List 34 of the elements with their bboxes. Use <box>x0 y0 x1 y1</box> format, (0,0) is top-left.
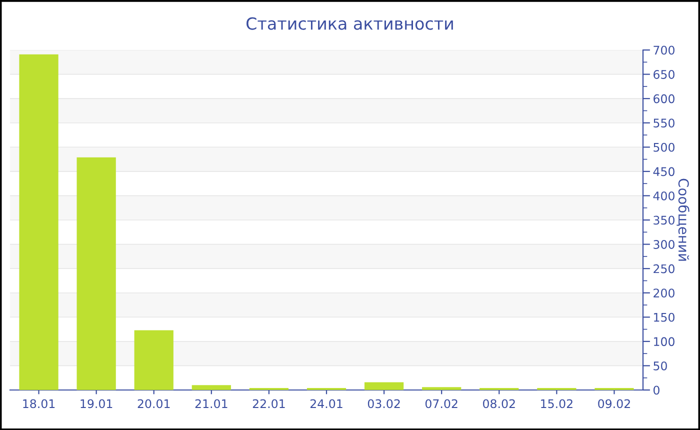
y-tick-label: 500 <box>654 142 674 152</box>
x-tick-label: 08.02 <box>483 399 515 408</box>
x-tick-label: 20.01 <box>138 399 170 408</box>
x-tick-label: 18.01 <box>23 399 55 408</box>
y-axis-title: Сообщений <box>676 178 690 261</box>
y-tick-label: 600 <box>654 94 674 104</box>
chart-title: Статистика активности <box>246 17 453 30</box>
x-tick-label: 22.01 <box>252 399 285 408</box>
x-tick-label: 07.02 <box>425 399 458 408</box>
x-tick-label: 21.01 <box>195 399 228 408</box>
x-tick-label: 15.02 <box>541 399 572 408</box>
y-tick-label: 200 <box>654 288 674 298</box>
bar <box>76 157 116 390</box>
y-tick-label: 300 <box>654 240 674 249</box>
y-tick-label: 0 <box>654 386 660 395</box>
y-tick-label: 700 <box>654 46 674 55</box>
y-tick-label: 100 <box>654 337 674 346</box>
y-tick-label: 350 <box>654 216 674 225</box>
bar <box>192 385 231 390</box>
x-tick-label: 19.01 <box>80 399 112 408</box>
bar <box>134 330 174 390</box>
bar <box>364 382 404 390</box>
x-tick-label: 03.02 <box>368 399 400 408</box>
x-tick-label: 24.01 <box>310 399 342 408</box>
x-tick-label: 09.02 <box>598 399 630 408</box>
y-tick-label: 250 <box>654 264 674 274</box>
y-tick-label: 50 <box>654 361 667 370</box>
y-tick-label: 450 <box>653 167 674 176</box>
bar <box>19 54 58 390</box>
y-tick-label: 150 <box>654 312 674 322</box>
bar <box>422 387 462 390</box>
y-tick-label: 550 <box>654 118 674 128</box>
y-tick-label: 400 <box>653 191 674 200</box>
y-tick-label: 650 <box>654 70 674 79</box>
